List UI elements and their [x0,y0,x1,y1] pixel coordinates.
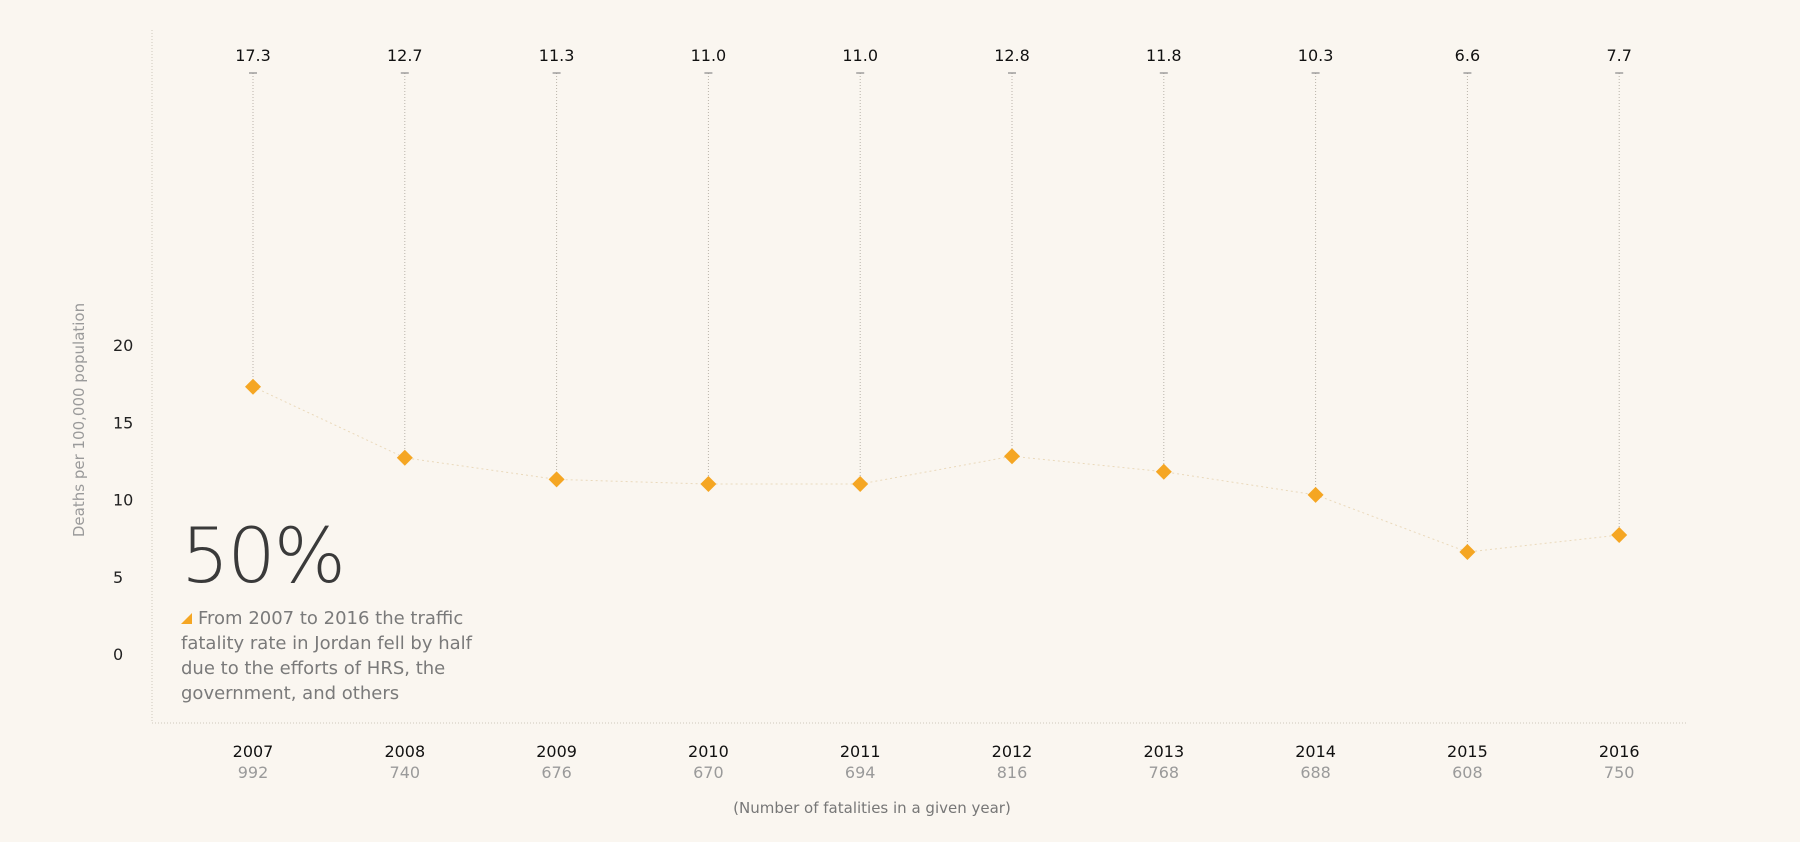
data-label: 17.3 [235,46,271,65]
data-label: 11.8 [1146,46,1182,65]
data-label: 10.3 [1298,46,1334,65]
stems [249,72,1624,553]
data-point [1155,463,1172,480]
data-label: 12.7 [387,46,423,65]
y-ticks: 0 5 10 15 20 [113,336,133,664]
callout-text: From 2007 to 2016 the traffic fatality r… [181,608,473,704]
callout-percent: 50% [181,511,346,600]
y-tick-label: 10 [113,491,133,510]
x-tick-label: 2007 [233,742,274,761]
data-point [1459,544,1476,561]
fatalities-label: 768 [1149,763,1180,782]
data-label: 11.3 [539,46,575,65]
y-axis-label: Deaths per 100,000 population [70,303,88,537]
data-point [1307,486,1324,503]
trend-line [252,386,1620,553]
fatalities-label: 608 [1452,763,1483,782]
data-point [548,471,565,488]
value-labels: 17.3 12.7 11.3 11.0 11.0 12.8 11.8 10.3 6.6 7.7 [235,46,1632,65]
x-ticks: 2007 992 2008 740 2009 676 2010 670 2011 694 2012 8… [233,742,1640,782]
fatalities-label: 740 [390,763,421,782]
x-tick-label: 2014 [1295,742,1336,761]
fatalities-label: 750 [1604,763,1635,782]
callout-text-wrap: From 2007 to 2016 the traffic fatality r… [181,606,481,706]
fatalities-label: 694 [845,763,876,782]
y-tick-label: 0 [113,645,123,664]
axes [151,30,1688,724]
trend-line-path [252,386,1620,553]
y-tick-label: 15 [113,413,133,432]
data-label: 7.7 [1606,46,1631,65]
callout: 50% From 2007 to 2016 the traffic fatali… [181,516,481,706]
data-point [1004,448,1020,465]
x-tick-label: 2012 [992,742,1033,761]
fatalities-label: 992 [238,763,269,782]
data-point [396,449,413,466]
fatalities-label: 670 [693,763,724,782]
data-point [1611,527,1628,544]
x-tick-label: 2010 [688,742,729,761]
y-tick-label: 5 [113,568,123,587]
fatalities-label: 676 [541,763,572,782]
fatalities-label: 816 [997,763,1028,782]
data-label: 6.6 [1455,46,1480,65]
data-label: 12.8 [994,46,1030,65]
x-tick-label: 2016 [1599,742,1640,761]
markers [245,378,1628,561]
data-point [852,476,869,493]
data-point [245,378,261,395]
x-tick-label: 2009 [536,742,577,761]
data-point [700,476,717,493]
fatalities-label: 688 [1300,763,1331,782]
triangle-icon [181,613,192,624]
data-label: 11.0 [842,46,878,65]
data-label: 11.0 [691,46,727,65]
y-tick-label: 20 [113,336,133,355]
x-tick-label: 2008 [384,742,425,761]
x-tick-label: 2011 [840,742,881,761]
x-tick-label: 2015 [1447,742,1488,761]
x-axis-label: (Number of fatalities in a given year) [733,799,1011,817]
x-tick-label: 2013 [1143,742,1184,761]
